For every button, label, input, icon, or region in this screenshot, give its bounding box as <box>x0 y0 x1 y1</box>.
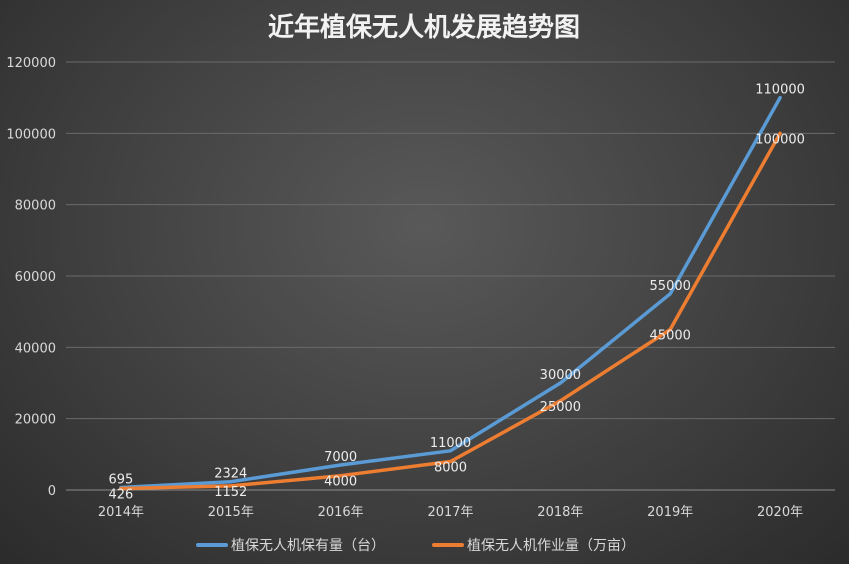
data-label: 110000 <box>755 83 805 98</box>
grid-lines <box>66 61 835 491</box>
data-label: 8000 <box>434 460 467 475</box>
data-label: 695 <box>109 473 134 488</box>
data-label: 7000 <box>324 450 357 465</box>
data-label: 30000 <box>540 368 581 383</box>
data-point <box>339 463 343 467</box>
data-label: 4000 <box>324 475 357 490</box>
y-tick-label: 100000 <box>6 127 56 142</box>
data-label: 2324 <box>214 467 247 482</box>
data-point <box>558 381 562 385</box>
y-tick-label: 80000 <box>15 199 56 214</box>
x-tick-label: 2015年 <box>208 505 254 520</box>
data-labels: 695 2324 7000 11000 30000 55000 110000 426 1152 4… <box>109 83 805 503</box>
data-label: 1152 <box>214 485 247 500</box>
x-tick-label: 2016年 <box>318 505 364 520</box>
data-point <box>778 96 782 100</box>
data-point <box>449 459 452 463</box>
x-tick-label: 2018年 <box>537 505 583 520</box>
y-tick-label: 0 <box>48 484 56 499</box>
y-tick-label: 20000 <box>15 413 56 428</box>
data-point <box>668 292 672 296</box>
data-label: 426 <box>109 487 134 502</box>
y-tick-label: 40000 <box>15 341 56 356</box>
data-point <box>119 486 123 490</box>
data-label: 11000 <box>430 436 471 451</box>
data-label: 45000 <box>650 329 691 344</box>
y-tick-label: 120000 <box>6 56 56 71</box>
chart-title: 近年植保无人机发展趋势图 <box>268 12 580 43</box>
data-point <box>449 449 452 453</box>
legend-label: 植保无人机保有量（台） <box>231 538 385 554</box>
data-point <box>668 328 672 331</box>
data-point <box>339 474 343 478</box>
x-tick-label: 2020年 <box>757 505 803 520</box>
legend-label: 植保无人机作业量（万亩） <box>467 537 635 554</box>
data-point <box>229 480 233 484</box>
y-tick-label: 60000 <box>15 270 56 285</box>
data-point <box>558 399 562 403</box>
series-lines <box>119 95 782 491</box>
x-tick-label: 2014年 <box>98 505 144 520</box>
legend: 植保无人机保有量（台） 植保无人机作业量（万亩） <box>196 537 635 554</box>
data-point <box>778 131 782 135</box>
x-tick-label: 2017年 <box>427 505 473 520</box>
data-label: 55000 <box>650 279 691 294</box>
x-axis-ticks: 2014年 2015年 2016年 2017年 2018年 2019年 2020年 <box>98 505 803 520</box>
y-axis-ticks: 0 20000 40000 60000 80000 100000 120000 <box>6 56 56 499</box>
x-tick-label: 2019年 <box>647 505 693 520</box>
data-point <box>229 484 233 488</box>
data-label: 100000 <box>755 132 805 147</box>
data-label: 25000 <box>540 400 581 415</box>
